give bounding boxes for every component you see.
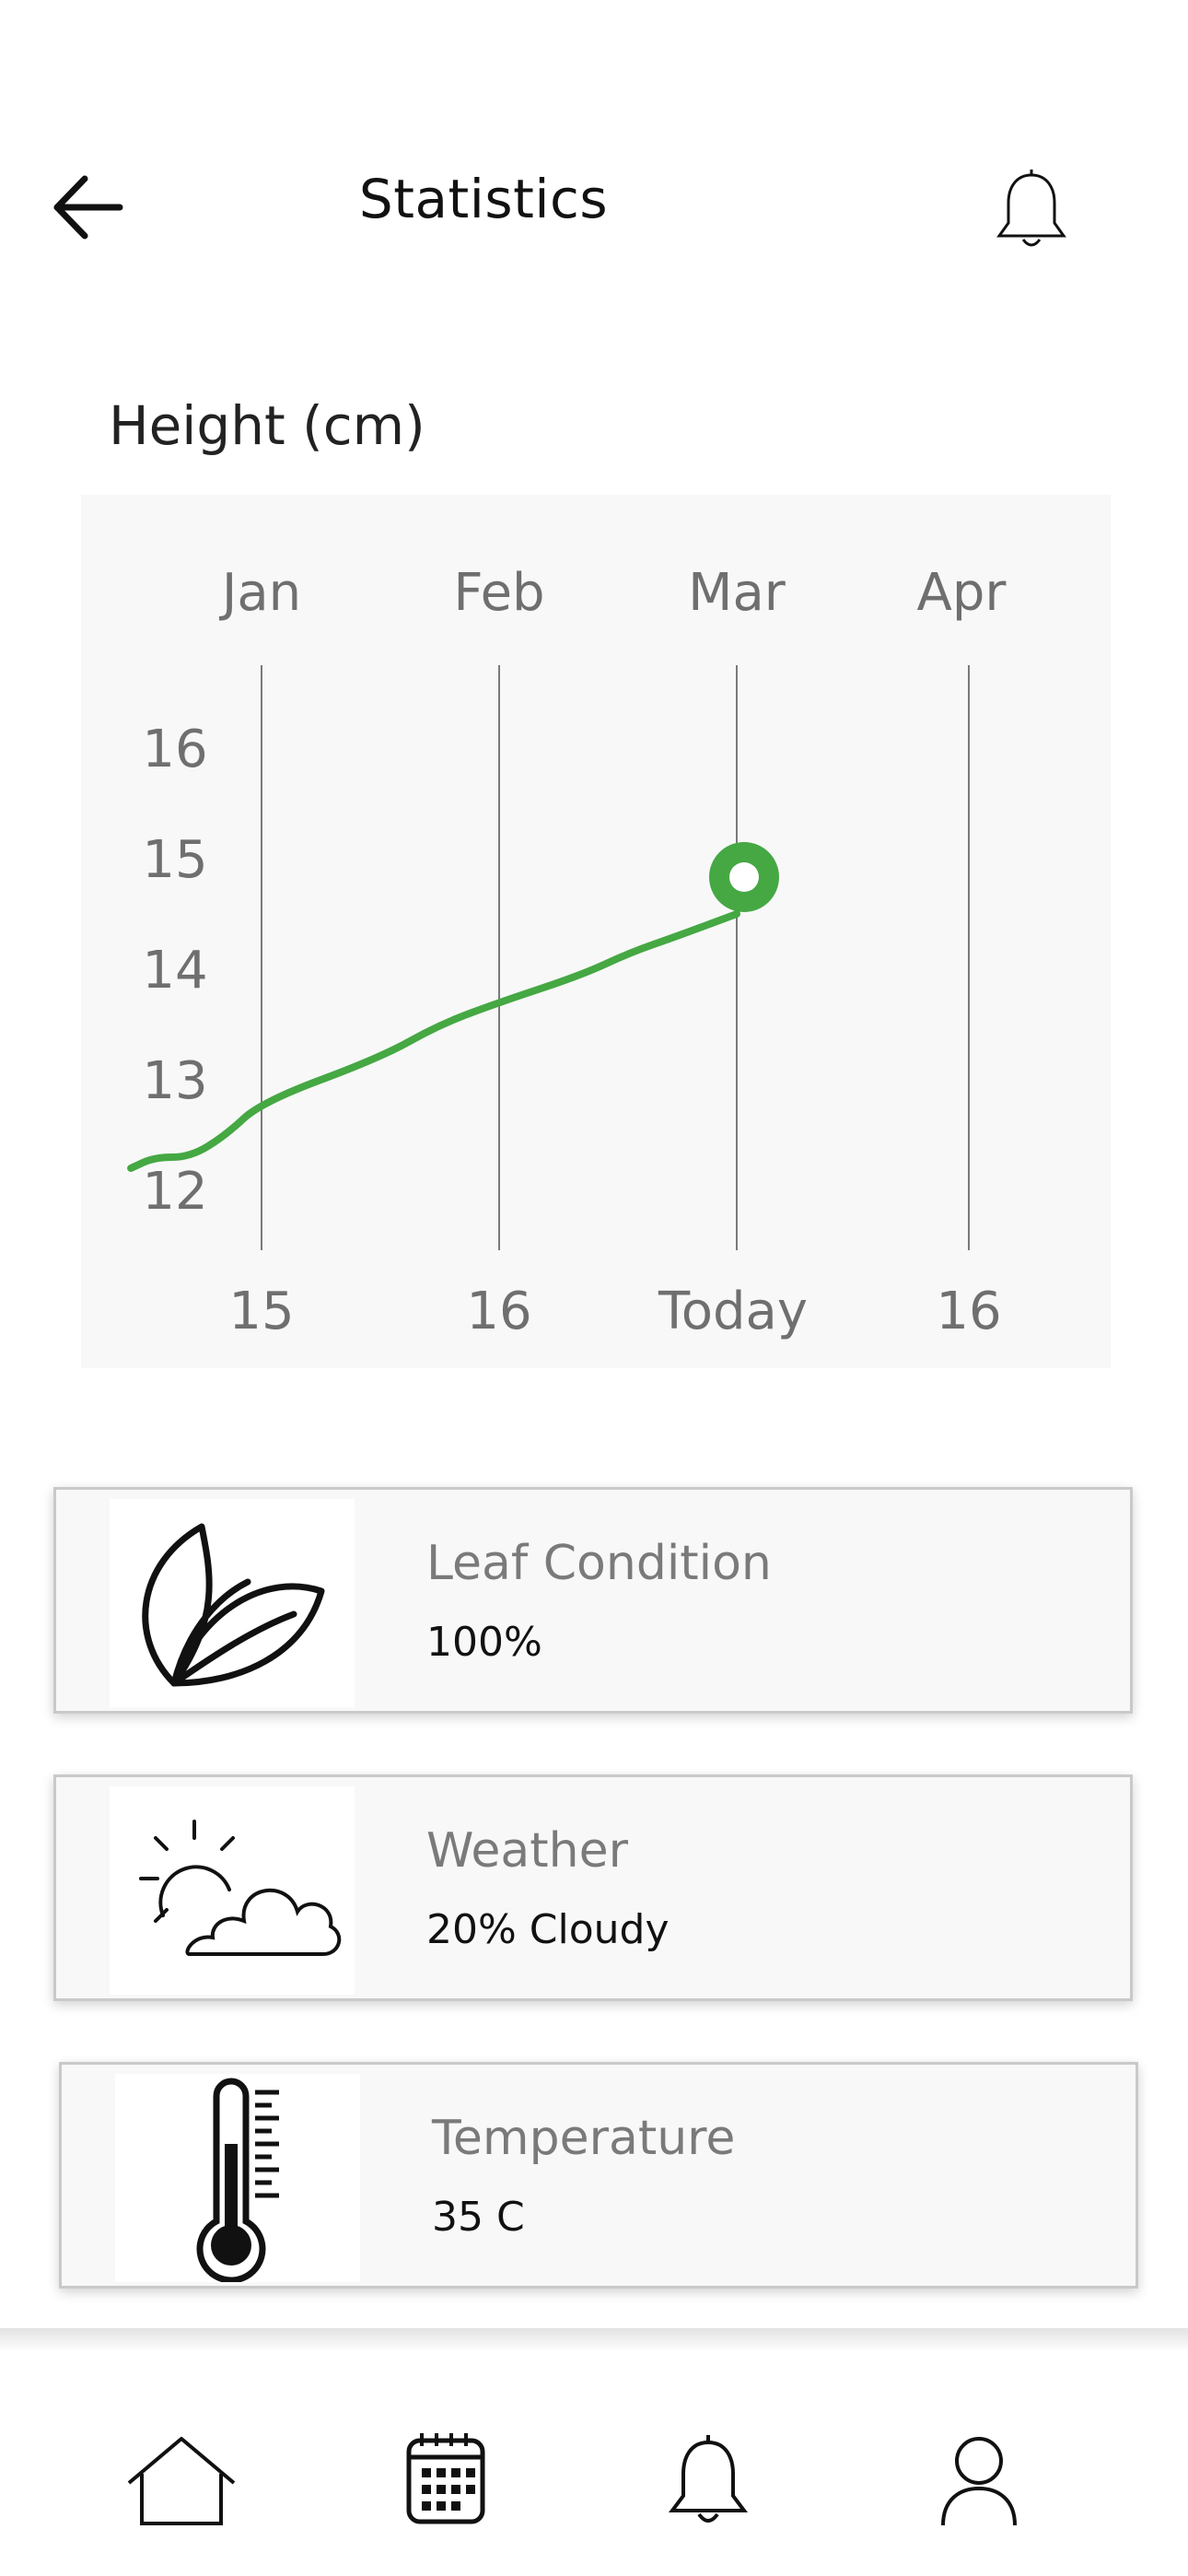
y-tick-label: 14 [142, 941, 207, 1001]
y-tick-label: 12 [142, 1162, 207, 1222]
top-bar: Statistics [0, 129, 1188, 286]
bell-icon [996, 170, 1066, 247]
leaf-condition-card[interactable]: Leaf Condition 100% [53, 1487, 1133, 1714]
card-value: 35 C [432, 2194, 525, 2241]
x-bottom-tick-label: 16 [936, 1282, 1001, 1341]
nav-divider [0, 2328, 1188, 2352]
back-button[interactable] [48, 166, 131, 249]
nav-profile[interactable] [919, 2431, 1039, 2533]
x-top-tick-label: Apr [917, 563, 1007, 623]
card-value: 20% Cloudy [426, 1906, 670, 1953]
notification-button[interactable] [990, 166, 1073, 258]
home-icon [127, 2437, 236, 2525]
height-chart: Jan Feb Mar Apr 15 16 Today 16 16 15 14 13 12 [81, 495, 1111, 1368]
chart-title: Height (cm) [109, 394, 425, 457]
card-value: 100% [426, 1619, 542, 1666]
leaf-icon [142, 1523, 325, 1687]
current-point-marker-inner [729, 862, 759, 892]
weather-card[interactable]: Weather 20% Cloudy [53, 1774, 1133, 2001]
nav-home[interactable] [122, 2431, 241, 2533]
card-title: Temperature [432, 2111, 736, 2166]
y-tick-label: 15 [142, 830, 207, 890]
x-bottom-tick-label: Today [658, 1282, 808, 1341]
y-tick-label: 16 [142, 720, 207, 779]
x-top-tick-label: Feb [453, 563, 544, 623]
page-title: Statistics [358, 168, 609, 230]
height-series-line [127, 910, 740, 1172]
x-top-tick-label: Jan [219, 563, 301, 623]
card-title: Weather [426, 1823, 628, 1879]
y-tick-label: 13 [142, 1051, 207, 1111]
partly-cloudy-icon [139, 1820, 342, 1956]
temperature-icon-box [115, 2074, 360, 2282]
weather-icon-box [110, 1786, 355, 1995]
nav-notifications[interactable] [648, 2431, 768, 2533]
height-line-chart: Jan Feb Mar Apr 15 16 Today 16 16 15 14 13 12 [127, 563, 1007, 1341]
temperature-card[interactable]: Temperature 35 C [59, 2062, 1138, 2289]
bottom-nav [0, 2352, 1188, 2576]
x-bottom-tick-label: 16 [466, 1282, 531, 1341]
calendar-icon [406, 2433, 485, 2524]
x-top-tick-label: Mar [688, 563, 786, 623]
nav-calendar[interactable] [385, 2431, 505, 2533]
user-icon [941, 2437, 1017, 2526]
thermometer-icon [196, 2078, 279, 2282]
arrow-left-icon [53, 175, 123, 240]
bell-icon [669, 2435, 748, 2523]
leaf-icon-box [110, 1499, 355, 1707]
card-title: Leaf Condition [426, 1536, 772, 1591]
x-bottom-tick-label: 15 [228, 1282, 294, 1341]
